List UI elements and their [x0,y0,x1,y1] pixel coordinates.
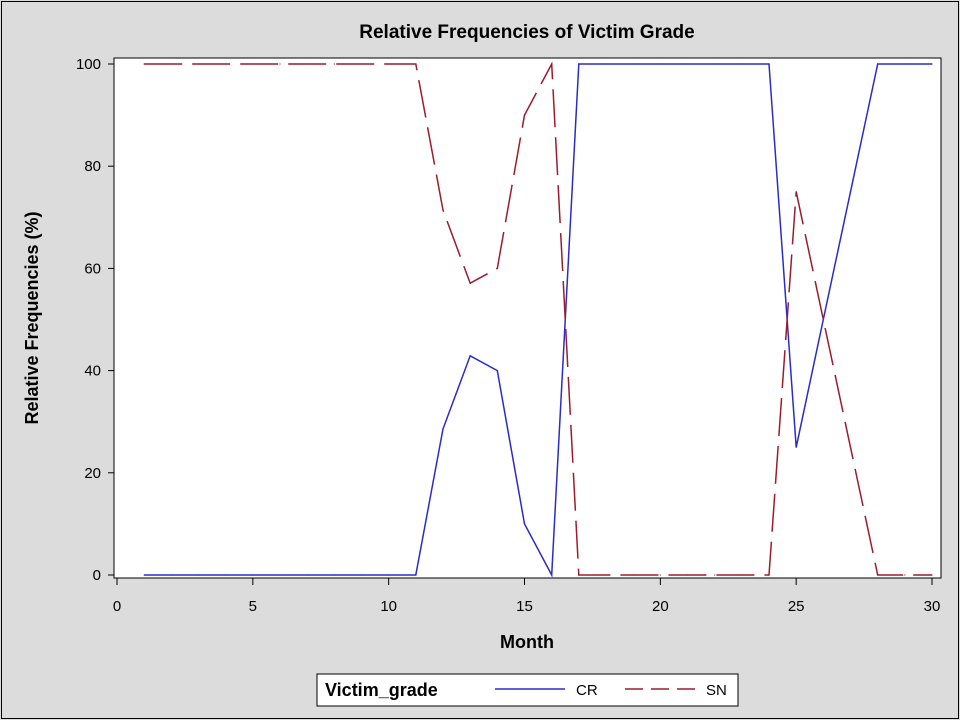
y-tick-label: 20 [84,465,101,482]
data-point-sn [306,63,308,65]
data-point-sn [143,63,145,65]
y-tick-label: 100 [76,56,101,73]
data-point-cr [197,574,200,576]
data-point-cr [143,574,145,576]
data-point-sn [252,63,254,65]
data-point-cr [415,574,417,576]
data-point-sn [659,574,661,576]
data-point-cr [931,63,933,65]
data-point-cr [523,523,526,525]
x-tick-label: 10 [380,598,397,615]
legend-title: Victim_grade [325,680,438,700]
data-point-cr [252,574,254,576]
data-point-cr [225,574,227,576]
data-point-cr [714,63,716,65]
series-line-sn [144,61,932,576]
data-point-cr [849,191,852,193]
data-point-sn [877,574,879,576]
data-point-cr [795,446,797,448]
data-point-sn [415,63,417,65]
data-point-sn [225,63,227,65]
x-tick-label: 5 [249,598,257,615]
chart-title: Relative Frequencies of Victim Grade [359,22,694,43]
data-point-cr [877,63,879,65]
data-point-sn [686,574,689,576]
data-point-sn [523,114,526,116]
data-point-sn [904,574,906,576]
legend-label-sn: SN [706,682,727,699]
data-point-cr [768,63,770,65]
data-point-sn [442,209,444,211]
x-tick-label: 25 [788,598,805,615]
data-point-cr [360,574,363,576]
y-tick-label: 40 [84,363,101,380]
x-tick-label: 30 [924,598,941,615]
y-tick-label: 60 [84,260,101,277]
series-line-cr [144,63,932,578]
data-point-cr [632,63,634,65]
data-point-sn [388,63,390,65]
series-layer [143,61,933,578]
data-point-sn [578,574,580,576]
data-point-cr [659,63,661,65]
data-point-cr [741,63,743,65]
y-tick-label: 80 [84,158,101,175]
data-point-sn [768,574,770,576]
data-point-cr [686,63,689,65]
x-axis-title: Month [500,632,554,652]
data-point-sn [849,446,852,448]
y-axis: 0 20 40 60 80 100 [76,56,114,584]
y-tick-label: 0 [93,567,101,584]
data-point-cr [469,355,471,357]
data-point-sn [605,574,607,576]
data-point-cr [551,574,553,576]
data-point-sn [333,63,335,65]
x-tick-label: 15 [516,598,533,615]
data-point-cr [306,574,308,576]
data-point-cr [170,574,172,576]
data-point-sn [551,63,553,65]
x-tick-label: 0 [113,598,121,615]
data-point-sn [795,191,797,193]
data-point-sn [279,63,281,65]
data-point-cr [578,63,580,65]
data-point-sn [714,574,716,576]
data-point-cr [279,574,281,576]
data-point-cr [605,63,607,65]
data-point-sn [197,63,200,65]
data-point-sn [170,63,172,65]
data-point-sn [469,282,471,284]
data-point-sn [822,318,824,321]
y-axis-title: Relative Frequencies (%) [22,211,42,424]
data-point-cr [496,370,498,372]
legend: Victim_grade CR SN [316,673,739,707]
data-point-cr [333,574,335,576]
x-tick-label: 20 [652,598,669,615]
x-axis: 0 5 10 15 20 25 30 [113,578,941,615]
data-point-sn [741,574,743,576]
data-point-cr [904,63,906,65]
data-point-sn [632,574,634,576]
data-point-cr [388,574,390,576]
data-point-sn [360,63,363,65]
data-point-sn [931,574,933,576]
plot-area [113,57,942,579]
legend-label-cr: CR [576,682,598,699]
data-point-sn [496,267,498,269]
data-point-cr [442,428,444,430]
legend-box [316,673,739,707]
